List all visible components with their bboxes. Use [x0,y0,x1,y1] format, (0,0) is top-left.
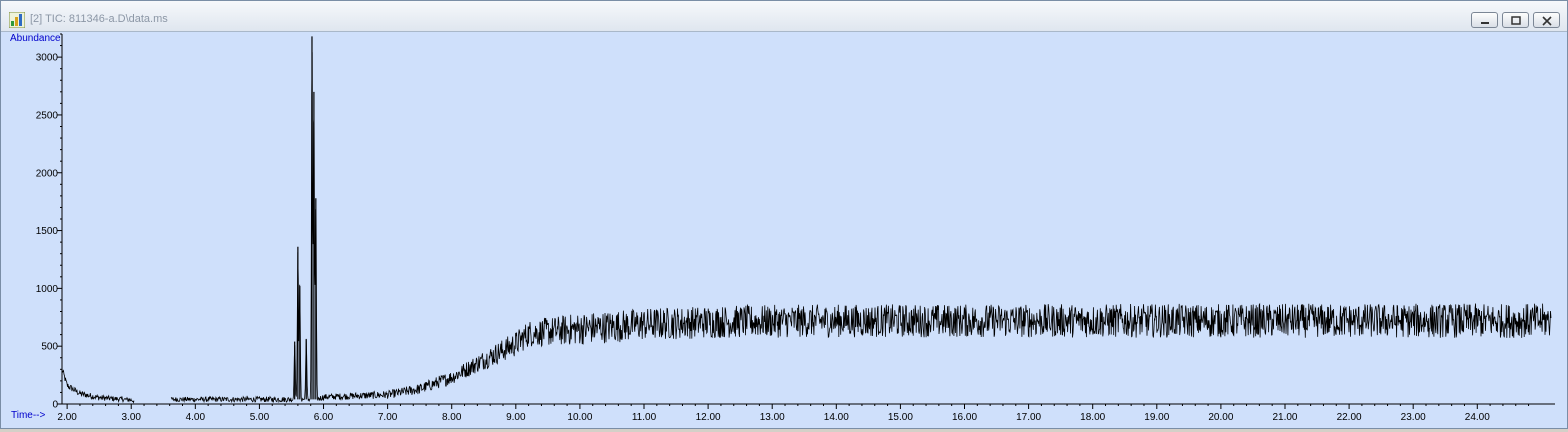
y-axis-label: Abundance [10,33,61,44]
x-tick-label: 2.00 [57,412,77,423]
close-icon [1542,16,1552,26]
x-axis-label: Time--> [11,410,46,421]
y-tick-label: 2000 [36,168,59,179]
x-tick-label: 18.00 [1080,412,1105,423]
title-bar[interactable]: [2] TIC: 811346-a.D\data.ms [1,1,1567,32]
minimize-button[interactable] [1471,12,1498,28]
chromatogram-app-icon [8,11,26,29]
y-tick-label: 1500 [36,226,59,237]
x-tick-label: 6.00 [314,412,334,423]
close-button[interactable] [1533,12,1560,28]
x-tick-label: 19.00 [1144,412,1169,423]
x-tick-label: 23.00 [1401,412,1426,423]
y-tick-label: 1000 [36,284,59,295]
x-tick-label: 5.00 [250,412,270,423]
x-tick-label: 24.00 [1465,412,1490,423]
x-tick-label: 20.00 [1208,412,1233,423]
tic-trace-line [61,52,1552,404]
x-tick-label: 8.00 [442,412,462,423]
x-tick-label: 14.00 [824,412,849,423]
y-tick-label: 500 [41,342,58,353]
x-tick-label: 7.00 [378,412,398,423]
y-tick-label: 2500 [36,110,59,121]
x-tick-label: 12.00 [696,412,721,423]
y-tick-label: 0 [52,400,58,411]
x-tick-label: 10.00 [567,412,592,423]
minimize-icon [1481,22,1489,24]
x-tick-label: 21.00 [1272,412,1297,423]
plot-area[interactable]: 0 500 1000 1500 2000 2500 3000 2.00 3.00 4.00 5.00… [2,32,1566,427]
x-tick-label: 11.00 [632,412,657,423]
x-tick-label: 9.00 [506,412,526,423]
y-tick-label: 3000 [36,53,59,64]
x-tick-label: 17.00 [1016,412,1041,423]
window-title: [2] TIC: 811346-a.D\data.ms [30,13,168,25]
restore-icon [1511,16,1521,25]
x-tick-label: 4.00 [186,412,206,423]
x-tick-label: 16.00 [952,412,977,423]
restore-button[interactable] [1502,12,1529,28]
tic-chromatogram-chart: 0 500 1000 1500 2000 2500 3000 2.00 3.00 4.00 5.00… [36,33,1555,423]
x-tick-label: 13.00 [760,412,785,423]
x-tick-label: 15.00 [888,412,913,423]
x-tick-label: 22.00 [1337,412,1362,423]
x-tick-label: 3.00 [121,412,141,423]
